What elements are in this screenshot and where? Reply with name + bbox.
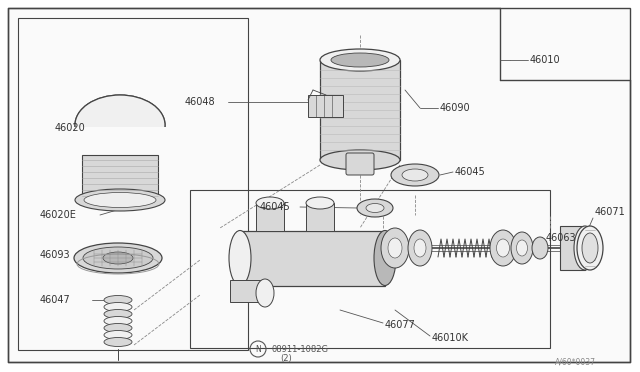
- Ellipse shape: [74, 243, 162, 273]
- Ellipse shape: [104, 337, 132, 346]
- Bar: [230, 280, 265, 302]
- Ellipse shape: [516, 240, 527, 256]
- Ellipse shape: [414, 239, 426, 257]
- Ellipse shape: [331, 53, 389, 67]
- Ellipse shape: [577, 226, 603, 270]
- Text: 46047: 46047: [40, 295, 71, 305]
- Ellipse shape: [104, 310, 132, 318]
- Ellipse shape: [83, 247, 153, 269]
- Ellipse shape: [497, 239, 509, 257]
- Ellipse shape: [229, 231, 251, 285]
- Text: 46045: 46045: [260, 202, 291, 212]
- Bar: [18, 18, 248, 350]
- Ellipse shape: [104, 295, 132, 305]
- Text: 46063: 46063: [546, 233, 577, 243]
- Bar: [256, 203, 284, 231]
- Text: 46048: 46048: [185, 97, 216, 107]
- Ellipse shape: [408, 230, 432, 266]
- Ellipse shape: [84, 192, 156, 208]
- Bar: [308, 95, 343, 117]
- Bar: [70, 155, 170, 205]
- Ellipse shape: [104, 330, 132, 340]
- Ellipse shape: [381, 228, 409, 268]
- Ellipse shape: [256, 197, 284, 209]
- Text: 46020: 46020: [55, 123, 86, 133]
- Ellipse shape: [532, 237, 548, 259]
- Ellipse shape: [82, 191, 158, 209]
- Ellipse shape: [490, 230, 516, 266]
- Text: 46071: 46071: [595, 207, 626, 217]
- Bar: [560, 226, 585, 270]
- Ellipse shape: [357, 199, 393, 217]
- Text: N: N: [255, 344, 261, 353]
- Text: 46010: 46010: [530, 55, 561, 65]
- Text: 46093: 46093: [40, 250, 70, 260]
- Ellipse shape: [388, 238, 402, 258]
- Bar: [306, 203, 334, 231]
- Ellipse shape: [75, 95, 165, 155]
- Text: (2): (2): [280, 355, 292, 363]
- Text: 08911-1082G: 08911-1082G: [272, 344, 329, 353]
- Ellipse shape: [511, 232, 533, 264]
- Ellipse shape: [574, 226, 596, 270]
- Bar: [82, 155, 158, 200]
- Ellipse shape: [374, 231, 396, 285]
- Bar: [320, 60, 400, 160]
- Ellipse shape: [104, 317, 132, 326]
- Bar: [190, 190, 550, 348]
- Ellipse shape: [306, 197, 334, 209]
- Ellipse shape: [582, 233, 598, 263]
- Bar: [240, 231, 385, 286]
- Ellipse shape: [75, 189, 165, 211]
- Text: 46090: 46090: [440, 103, 470, 113]
- Text: 46020E: 46020E: [40, 210, 77, 220]
- Ellipse shape: [320, 150, 400, 170]
- Text: A/60*0037: A/60*0037: [555, 357, 596, 366]
- Ellipse shape: [75, 95, 165, 155]
- Ellipse shape: [320, 49, 400, 71]
- Ellipse shape: [103, 252, 133, 264]
- Ellipse shape: [104, 302, 132, 311]
- FancyBboxPatch shape: [346, 153, 374, 175]
- Ellipse shape: [402, 169, 428, 181]
- Text: 46010K: 46010K: [432, 333, 469, 343]
- Bar: [82, 155, 158, 200]
- Ellipse shape: [256, 279, 274, 307]
- Text: 46045: 46045: [455, 167, 486, 177]
- Ellipse shape: [366, 203, 384, 212]
- Text: 46077: 46077: [385, 320, 416, 330]
- Bar: [70, 127, 170, 159]
- Ellipse shape: [391, 164, 439, 186]
- Ellipse shape: [104, 324, 132, 333]
